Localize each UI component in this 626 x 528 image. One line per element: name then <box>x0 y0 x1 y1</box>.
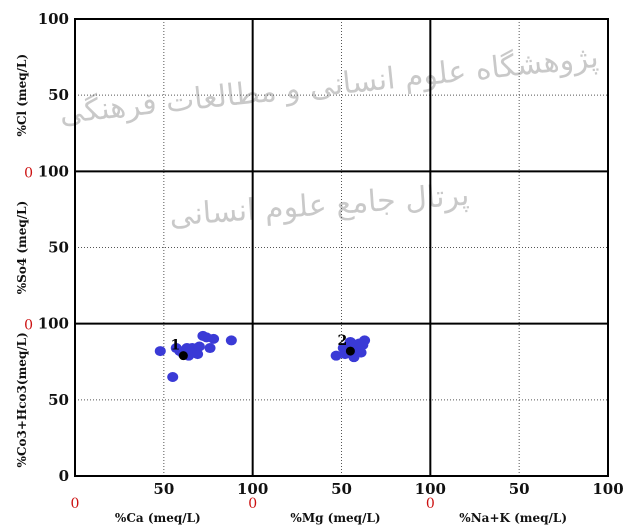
y-tick-label: 50 <box>48 86 69 104</box>
y-tick-label: 100 <box>38 315 69 333</box>
sample-mean-label: 1 <box>171 338 181 354</box>
data-point <box>205 343 216 353</box>
data-point <box>194 342 205 352</box>
watermark-line-2: پرتال جامع علوم انسانی <box>168 178 470 234</box>
y-tick-label: 0 <box>59 467 69 485</box>
data-point <box>208 334 219 344</box>
y-axis-label: %Cl (meq/L) <box>15 54 29 137</box>
x-tick-label: 50 <box>509 480 530 498</box>
y-axis-label: %Co3+Hco3(meq/L) <box>15 332 29 467</box>
x-axis-label: %Mg (meq/L) <box>290 511 380 525</box>
y-axis-label: %So4 (meq/L) <box>15 201 29 295</box>
x-axis-label: %Na+K (meq/L) <box>459 511 567 525</box>
x-zero-label: 0 <box>426 496 435 512</box>
y-tick-label: 100 <box>38 10 69 28</box>
data-point <box>155 346 166 356</box>
y-tick-label: 50 <box>48 239 69 257</box>
y-zero-label: 0 <box>24 165 33 181</box>
x-zero-label: 0 <box>71 496 80 512</box>
sample-mean-label: 2 <box>338 333 348 349</box>
x-tick-label: 50 <box>331 480 352 498</box>
y-tick-label: 50 <box>48 391 69 409</box>
data-point <box>359 335 370 345</box>
data-point <box>167 372 178 382</box>
x-tick-label: 50 <box>153 480 174 498</box>
data-point <box>226 335 237 345</box>
x-tick-label: 100 <box>592 480 623 498</box>
y-zero-label: 0 <box>24 318 33 334</box>
x-axis-label: %Ca (meq/L) <box>115 511 201 525</box>
y-tick-label: 100 <box>38 162 69 180</box>
x-zero-label: 0 <box>248 496 257 512</box>
